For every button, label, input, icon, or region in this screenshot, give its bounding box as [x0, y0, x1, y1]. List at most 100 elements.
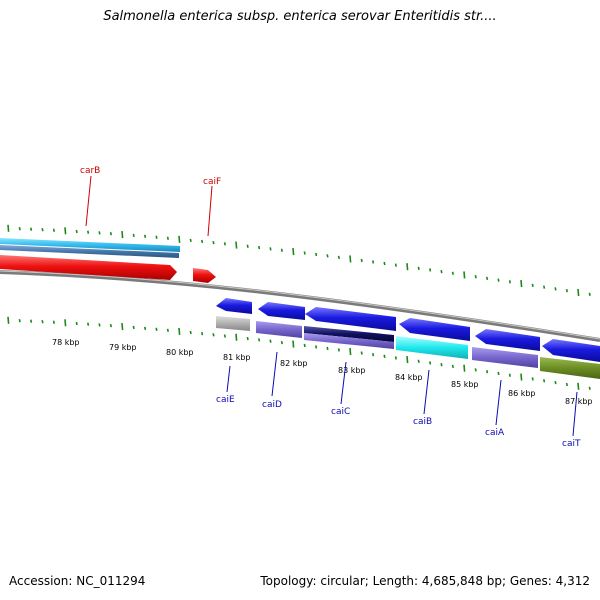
minor-tick: [18, 227, 21, 231]
minor-tick: [41, 320, 44, 324]
label-leader: [572, 391, 578, 437]
minor-tick: [394, 263, 397, 267]
minor-tick: [258, 338, 261, 342]
minor-tick: [246, 336, 249, 341]
label-leader: [207, 185, 213, 237]
forward-strand-genes: [0, 238, 216, 283]
scale-label: 83 kbp: [338, 366, 366, 375]
minor-tick: [588, 386, 591, 390]
major-tick: [292, 248, 295, 256]
gene-caiT[interactable]: [540, 357, 600, 379]
minor-tick: [315, 252, 318, 257]
minor-tick: [269, 247, 272, 251]
gene-label-caiA[interactable]: caiA: [485, 428, 505, 438]
minor-tick: [360, 258, 363, 263]
minor-tick: [565, 382, 568, 387]
minor-tick: [554, 380, 557, 385]
minor-tick: [451, 271, 454, 275]
gene-blue-arrow-4[interactable]: [399, 318, 470, 341]
minor-tick: [132, 233, 135, 238]
minor-tick: [315, 345, 318, 349]
gene-label-caiF[interactable]: caiF: [203, 177, 221, 187]
gene-blue-arrow-3[interactable]: [305, 307, 396, 331]
label-leader: [226, 365, 231, 393]
gene-caiB[interactable]: [396, 336, 468, 359]
scale-label: 82 kbp: [280, 359, 308, 368]
gene-label-caiC[interactable]: caiC: [331, 407, 350, 417]
accession-info: Accession: NC_011294: [9, 574, 146, 588]
major-tick: [235, 333, 238, 341]
minor-tick: [337, 255, 340, 260]
minor-tick: [543, 379, 546, 383]
reverse-strand-genes: [216, 298, 600, 379]
minor-tick: [52, 320, 55, 324]
genome-backbone-highlight: [0, 270, 600, 340]
minor-tick: [269, 339, 272, 343]
major-tick: [121, 322, 124, 331]
gene-label-caiE[interactable]: caiE: [216, 395, 235, 405]
reverse-gene-labels: caiE caiD caiC caiB caiA caiT: [216, 351, 581, 449]
minor-tick: [155, 235, 158, 239]
minor-tick: [372, 260, 375, 264]
gene-blue-arrow-5[interactable]: [475, 329, 540, 351]
minor-tick: [326, 254, 329, 258]
gene-feature-light-blue[interactable]: [0, 238, 180, 252]
major-tick: [64, 319, 67, 327]
gene-feature-steel-blue[interactable]: [0, 245, 179, 258]
gene-label-caiD[interactable]: caiD: [262, 400, 282, 410]
minor-tick: [417, 359, 420, 363]
scale-label: 85 kbp: [451, 380, 479, 389]
minor-tick: [41, 228, 44, 232]
label-leader: [85, 175, 92, 227]
gene-caiE[interactable]: [216, 316, 250, 331]
minor-tick: [440, 363, 443, 367]
minor-tick: [326, 346, 329, 351]
minor-tick: [394, 356, 397, 360]
minor-tick: [508, 280, 511, 284]
major-tick: [7, 224, 10, 232]
gene-caiF[interactable]: [193, 268, 216, 283]
minor-tick: [189, 330, 192, 335]
gene-blue-arrow-1[interactable]: [216, 298, 252, 314]
scale-label: 87 kbp: [565, 397, 593, 406]
minor-tick: [451, 364, 454, 369]
gene-label-carB[interactable]: carB: [80, 166, 100, 176]
minor-tick: [486, 370, 489, 374]
gene-label-caiB[interactable]: caiB: [413, 417, 432, 427]
minor-tick: [75, 229, 78, 234]
major-tick: [463, 271, 466, 279]
minor-tick: [75, 321, 78, 326]
gene-carB[interactable]: [0, 255, 177, 280]
scale-label: 79 kbp: [109, 343, 137, 352]
gene-caiA[interactable]: [472, 347, 538, 368]
gene-caiD[interactable]: [256, 321, 302, 338]
minor-tick: [497, 278, 500, 282]
gene-blue-arrow-2[interactable]: [258, 302, 305, 320]
label-leader: [271, 351, 278, 397]
minor-tick: [144, 326, 147, 331]
major-tick: [463, 364, 466, 372]
gene-caiC[interactable]: [304, 333, 394, 349]
minor-tick: [223, 334, 226, 338]
major-tick: [292, 340, 295, 348]
label-leader: [340, 361, 347, 405]
minor-tick: [303, 343, 306, 348]
minor-tick: [440, 269, 443, 274]
minor-tick: [155, 327, 158, 331]
minor-tick: [212, 333, 215, 337]
minor-tick: [508, 373, 511, 377]
gene-blue-arrow-6[interactable]: [542, 339, 600, 362]
minor-tick: [132, 325, 135, 330]
minor-tick: [166, 328, 169, 332]
inner-tick-row: [7, 316, 591, 390]
minor-tick: [429, 361, 432, 365]
minor-tick: [565, 289, 568, 293]
minor-tick: [30, 227, 33, 231]
minor-tick: [98, 323, 101, 327]
scale-labels: 78 kbp 79 kbp 80 kbp 81 kbp 82 kbp 83 kb…: [52, 338, 593, 406]
gene-navy-bar[interactable]: [304, 326, 394, 342]
gene-label-caiT[interactable]: caiT: [562, 439, 581, 449]
scale-label: 78 kbp: [52, 338, 80, 347]
minor-tick: [474, 275, 477, 279]
